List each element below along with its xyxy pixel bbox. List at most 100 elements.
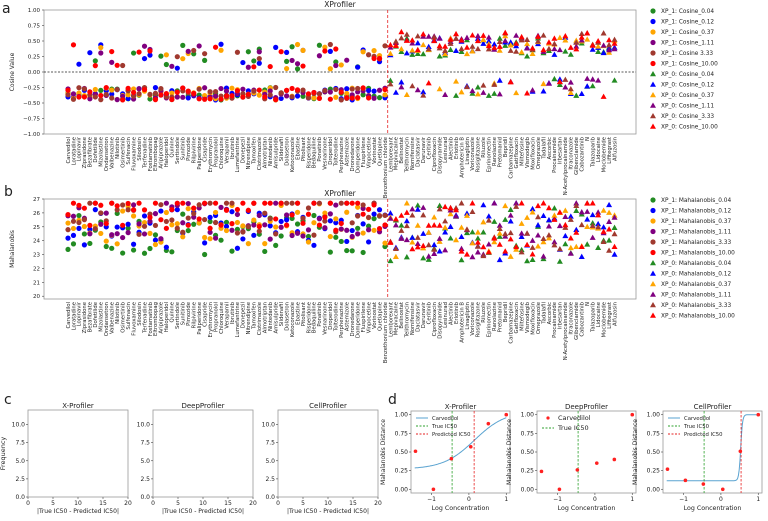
triangle-marker xyxy=(540,46,547,53)
circle-marker xyxy=(163,218,169,225)
circle-marker xyxy=(202,251,208,258)
triangle-marker xyxy=(535,202,542,209)
x-tick-label: 0 xyxy=(276,500,280,507)
circle-marker xyxy=(327,96,333,102)
circle-marker xyxy=(316,222,323,228)
triangle-marker xyxy=(474,235,481,241)
x-tick-label: −1 xyxy=(679,496,688,503)
legend-marker xyxy=(650,228,656,235)
circle-marker xyxy=(109,95,115,101)
triangle-marker xyxy=(425,80,432,86)
triangle-marker xyxy=(480,252,487,259)
histogram-subplot: X-Profiler 0 5 10 15 20 0.0 2.5 5.0 7.5 10.0 |True … xyxy=(12,402,132,515)
triangle-marker xyxy=(502,216,509,222)
triangle-marker xyxy=(573,39,580,45)
triangle-marker xyxy=(502,248,509,254)
circle-marker xyxy=(338,62,344,68)
circle-marker xyxy=(300,87,306,93)
triangle-marker xyxy=(513,40,520,46)
circle-marker xyxy=(218,96,224,102)
x-tick-label: Astemizole xyxy=(345,302,351,331)
x-tick-label: Silodosin xyxy=(137,137,143,161)
circle-marker xyxy=(185,206,191,212)
triangle-marker xyxy=(595,223,602,230)
circle-marker xyxy=(130,207,137,213)
circle-marker xyxy=(70,218,77,224)
circle-marker xyxy=(114,97,120,103)
y-tick-label: 22 xyxy=(33,266,40,272)
circle-marker xyxy=(147,214,153,220)
circle-marker xyxy=(294,66,301,72)
y-tick-label: 1.00 xyxy=(395,412,409,419)
circle-marker xyxy=(273,97,279,103)
legend-item: True IC50 xyxy=(683,424,710,430)
legend-item: Carvedilol xyxy=(684,416,711,422)
triangle-marker xyxy=(502,33,509,39)
circle-marker xyxy=(305,239,312,245)
plot-frame xyxy=(152,409,254,498)
circle-marker xyxy=(125,92,131,98)
legend-item: XP_1: Mahalanobis_0.12 xyxy=(661,209,731,215)
triangle-marker xyxy=(584,83,591,89)
circle-marker xyxy=(382,240,388,246)
x-tick-label: Lemborexant xyxy=(388,302,394,337)
circle-marker xyxy=(207,200,213,206)
x-tick-label: Lumefantrine xyxy=(235,302,241,337)
circle-marker xyxy=(163,225,169,231)
y-tick-label: 10.0 xyxy=(137,422,151,429)
x-tick-label: Ponatinib xyxy=(317,301,323,326)
triangle-marker xyxy=(458,89,465,95)
circle-marker xyxy=(234,226,241,232)
triangle-marker xyxy=(458,257,465,263)
triangle-marker xyxy=(545,232,552,238)
x-tick-label: Vesnarinone xyxy=(323,137,329,170)
circle-marker xyxy=(289,200,295,206)
triangle-marker xyxy=(562,207,569,213)
circle-marker xyxy=(234,88,241,94)
triangle-marker xyxy=(584,36,591,42)
triangle-marker xyxy=(529,50,536,57)
circle-marker xyxy=(365,206,372,212)
triangle-marker xyxy=(414,40,421,46)
circle-marker xyxy=(294,209,301,215)
dose-response-subplot: DeepProfiler Mahalanobis Distance Log Conc… xyxy=(506,403,637,512)
circle-marker xyxy=(196,86,202,92)
circle-marker xyxy=(136,231,142,237)
x-tick-label: Droperidol xyxy=(328,302,334,330)
triangle-marker xyxy=(611,77,618,83)
triangle-marker xyxy=(562,84,569,90)
circle-marker xyxy=(327,48,333,54)
circle-marker xyxy=(158,208,164,214)
triangle-marker xyxy=(469,240,476,246)
circle-marker xyxy=(125,85,131,91)
circle-marker xyxy=(240,223,246,229)
x-tick-label: Clotrimazole xyxy=(257,137,263,170)
x-tick-label: 0 xyxy=(26,500,30,507)
triangle-marker xyxy=(496,222,503,228)
triangle-marker xyxy=(562,240,569,247)
circle-marker xyxy=(284,49,290,55)
legend-marker xyxy=(650,302,656,308)
x-tick-label: Rosiglitazone xyxy=(476,302,482,337)
y-tick-label: −1.00 xyxy=(23,132,40,138)
legend-marker xyxy=(650,71,656,77)
triangle-marker xyxy=(431,250,438,256)
triangle-marker xyxy=(573,43,580,49)
circle-marker xyxy=(333,46,339,52)
triangle-marker xyxy=(567,89,574,96)
legend-marker xyxy=(650,207,656,214)
circle-marker xyxy=(76,61,82,67)
circle-marker xyxy=(344,227,350,233)
circle-marker xyxy=(349,227,355,234)
circle-marker xyxy=(147,91,153,97)
circle-marker xyxy=(311,232,317,238)
fitted-curve xyxy=(666,414,759,482)
triangle-marker xyxy=(414,234,421,240)
x-tick-label: Fostamatinib xyxy=(148,136,154,171)
legend-marker xyxy=(650,39,656,46)
y-axis-label: Mahalanobis Distance xyxy=(380,419,387,485)
circle-marker xyxy=(240,229,246,235)
circle-marker xyxy=(212,219,219,226)
triangle-marker xyxy=(442,43,449,49)
x-tick-label: 0 xyxy=(719,496,723,503)
